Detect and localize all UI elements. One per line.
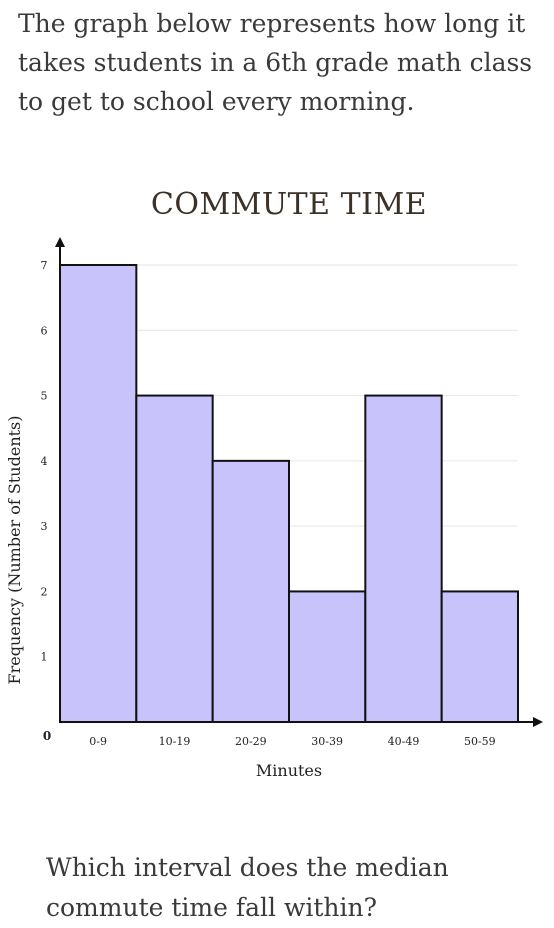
y-tick-label: 3 <box>41 520 48 533</box>
y-tick-label: 5 <box>41 390 48 403</box>
y-tick-label: 0 <box>43 729 51 743</box>
question-text: Which interval does the median commute t… <box>46 853 449 922</box>
bar-40-49 <box>364 394 443 723</box>
bar-50-59 <box>440 590 519 723</box>
commute-time-histogram: COMMUTE TIME 0 1 2 3 4 5 6 7 0-9 10-19 20-29 30-39 4… <box>5 187 543 780</box>
y-tick-label: 2 <box>41 585 48 598</box>
y-axis-label: Frequency (Number of Students) <box>5 415 24 684</box>
bar-10-19 <box>135 394 214 723</box>
y-tick-label: 1 <box>41 651 48 664</box>
y-tick-label: 4 <box>41 455 48 468</box>
bars <box>59 264 519 723</box>
y-tick-label: 7 <box>41 259 48 272</box>
x-axis-label: Minutes <box>256 761 322 780</box>
x-tick-label: 50-59 <box>464 735 496 748</box>
axes <box>55 237 543 727</box>
bar-30-39 <box>288 590 367 723</box>
x-tick-label: 0-9 <box>89 735 107 748</box>
bar-20-29 <box>211 459 291 723</box>
x-tick-label: 20-29 <box>235 735 267 748</box>
x-tick-label: 40-49 <box>388 735 420 748</box>
y-tick-label: 6 <box>41 324 48 337</box>
x-tick-label: 30-39 <box>311 735 343 748</box>
chart-title: COMMUTE TIME <box>151 187 427 222</box>
bar-0-9 <box>59 264 138 723</box>
intro-text: The graph below represents how long it t… <box>18 9 533 116</box>
tick-labels: 0 1 2 3 4 5 6 7 0-9 10-19 20-29 30-39 40-49 50-59 <box>41 259 496 748</box>
x-tick-label: 10-19 <box>159 735 191 748</box>
